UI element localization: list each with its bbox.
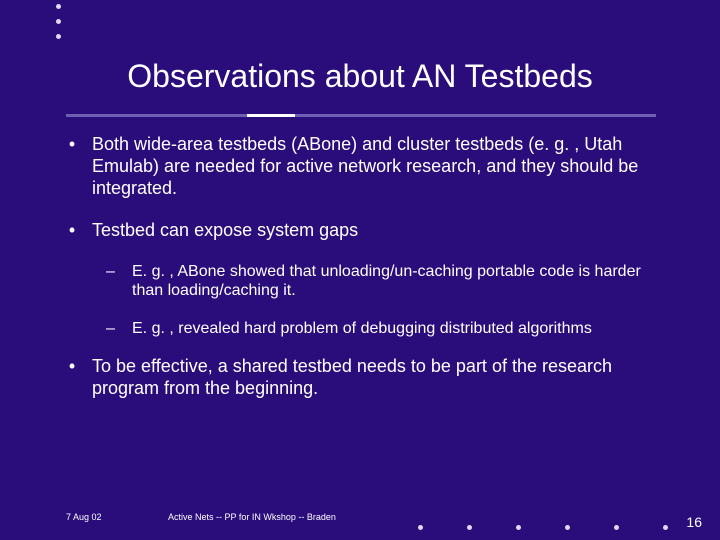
bullet-text: E. g. , revealed hard problem of debuggi… xyxy=(132,319,662,339)
title-underline xyxy=(66,114,656,117)
dot-icon xyxy=(614,525,619,530)
slide-title: Observations about AN Testbeds xyxy=(0,58,720,95)
bullet-glyph: • xyxy=(66,134,78,200)
bullet-text: Testbed can expose system gaps xyxy=(92,220,662,242)
decorative-dots-bottom-right xyxy=(418,525,668,530)
slide: Observations about AN Testbeds • Both wi… xyxy=(0,0,720,540)
bullet-glyph: • xyxy=(66,220,78,242)
dash-glyph: – xyxy=(106,319,120,339)
slide-body: • Both wide-area testbeds (ABone) and cl… xyxy=(66,134,662,420)
page-number: 16 xyxy=(686,514,702,530)
footer-center: Active Nets -- PP for IN Wkshop -- Brade… xyxy=(168,512,336,522)
dot-icon xyxy=(56,19,61,24)
footer-date: 7 Aug 02 xyxy=(66,512,102,522)
bullet-level2: – E. g. , ABone showed that unloading/un… xyxy=(106,262,662,301)
dot-icon xyxy=(56,34,61,39)
decorative-dots-top-left xyxy=(56,4,61,39)
bullet-text: Both wide-area testbeds (ABone) and clus… xyxy=(92,134,662,200)
dot-icon xyxy=(418,525,423,530)
dot-icon xyxy=(467,525,472,530)
bullet-glyph: • xyxy=(66,356,78,400)
dash-glyph: – xyxy=(106,262,120,301)
dot-icon xyxy=(565,525,570,530)
bullet-level1: • To be effective, a shared testbed need… xyxy=(66,356,662,400)
bullet-level1: • Both wide-area testbeds (ABone) and cl… xyxy=(66,134,662,200)
bullet-level1: • Testbed can expose system gaps xyxy=(66,220,662,242)
bullet-level2: – E. g. , revealed hard problem of debug… xyxy=(106,319,662,339)
dot-icon xyxy=(516,525,521,530)
dot-icon xyxy=(56,4,61,9)
bullet-text: To be effective, a shared testbed needs … xyxy=(92,356,662,400)
dot-icon xyxy=(663,525,668,530)
bullet-text: E. g. , ABone showed that unloading/un-c… xyxy=(132,262,662,301)
